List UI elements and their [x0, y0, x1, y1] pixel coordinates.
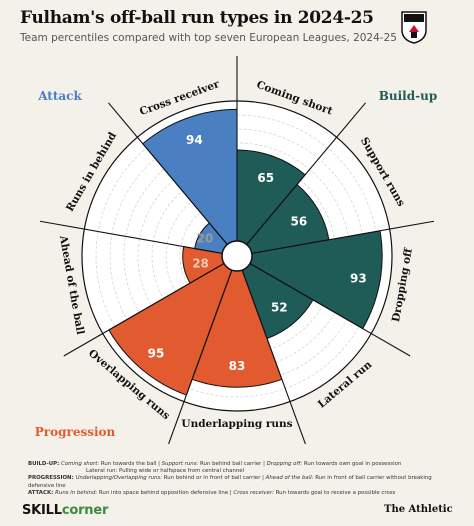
- value-label: 83: [229, 359, 246, 373]
- value-label: 94: [186, 133, 203, 147]
- category-label: Underlapping runs: [181, 418, 292, 430]
- the-athletic-logo: The Athletic: [384, 504, 453, 515]
- value-label: 56: [290, 214, 307, 228]
- spoke-line: [249, 263, 411, 357]
- spoke-line: [39, 220, 223, 254]
- group-label: Progression: [35, 425, 116, 439]
- value-label: 93: [350, 271, 367, 285]
- footer-line: Lateral run: Pulling wide or halfspace f…: [86, 468, 245, 475]
- spoke-line: [63, 263, 225, 357]
- spoke-line: [241, 269, 306, 445]
- skillcorner-logo: SKILLcorner: [22, 503, 109, 518]
- spoke-line: [246, 102, 366, 245]
- group-label: Attack: [37, 89, 82, 103]
- category-label: Dropping off: [390, 246, 415, 323]
- value-label: 20: [197, 232, 214, 246]
- chart-subtitle: Team percentiles compared with top seven…: [20, 32, 397, 44]
- spoke-line: [168, 269, 233, 445]
- club-crest-icon: [401, 11, 427, 44]
- spoke-line: [108, 102, 228, 245]
- spoke-line: [251, 220, 435, 254]
- footer-line: PROGRESSION: Underlapping/Overlapping ru…: [28, 475, 432, 489]
- definitions-footer: BUILD-UP: Coming short: Run towards the …: [28, 461, 458, 497]
- group-label: Build-up: [379, 89, 437, 103]
- chart-title: Fulham's off-ball run types in 2024-25: [20, 8, 374, 28]
- center-hole: [221, 240, 253, 272]
- value-label: 95: [148, 347, 165, 361]
- footer-line: ATTACK: Runs in behind: Run into space b…: [28, 489, 396, 496]
- value-label: 52: [271, 300, 288, 314]
- value-label: 28: [192, 256, 209, 270]
- footer-line: BUILD-UP: Coming short: Run towards the …: [28, 461, 402, 467]
- value-label: 65: [257, 171, 274, 185]
